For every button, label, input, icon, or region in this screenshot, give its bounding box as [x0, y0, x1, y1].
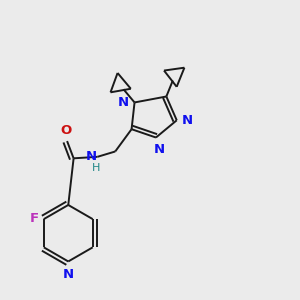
Text: H: H — [92, 164, 101, 173]
Text: N: N — [63, 268, 74, 281]
Text: N: N — [118, 96, 129, 109]
Text: O: O — [60, 124, 71, 136]
Text: F: F — [29, 212, 38, 225]
Text: N: N — [182, 114, 193, 127]
Text: N: N — [153, 143, 164, 157]
Text: N: N — [85, 150, 97, 163]
